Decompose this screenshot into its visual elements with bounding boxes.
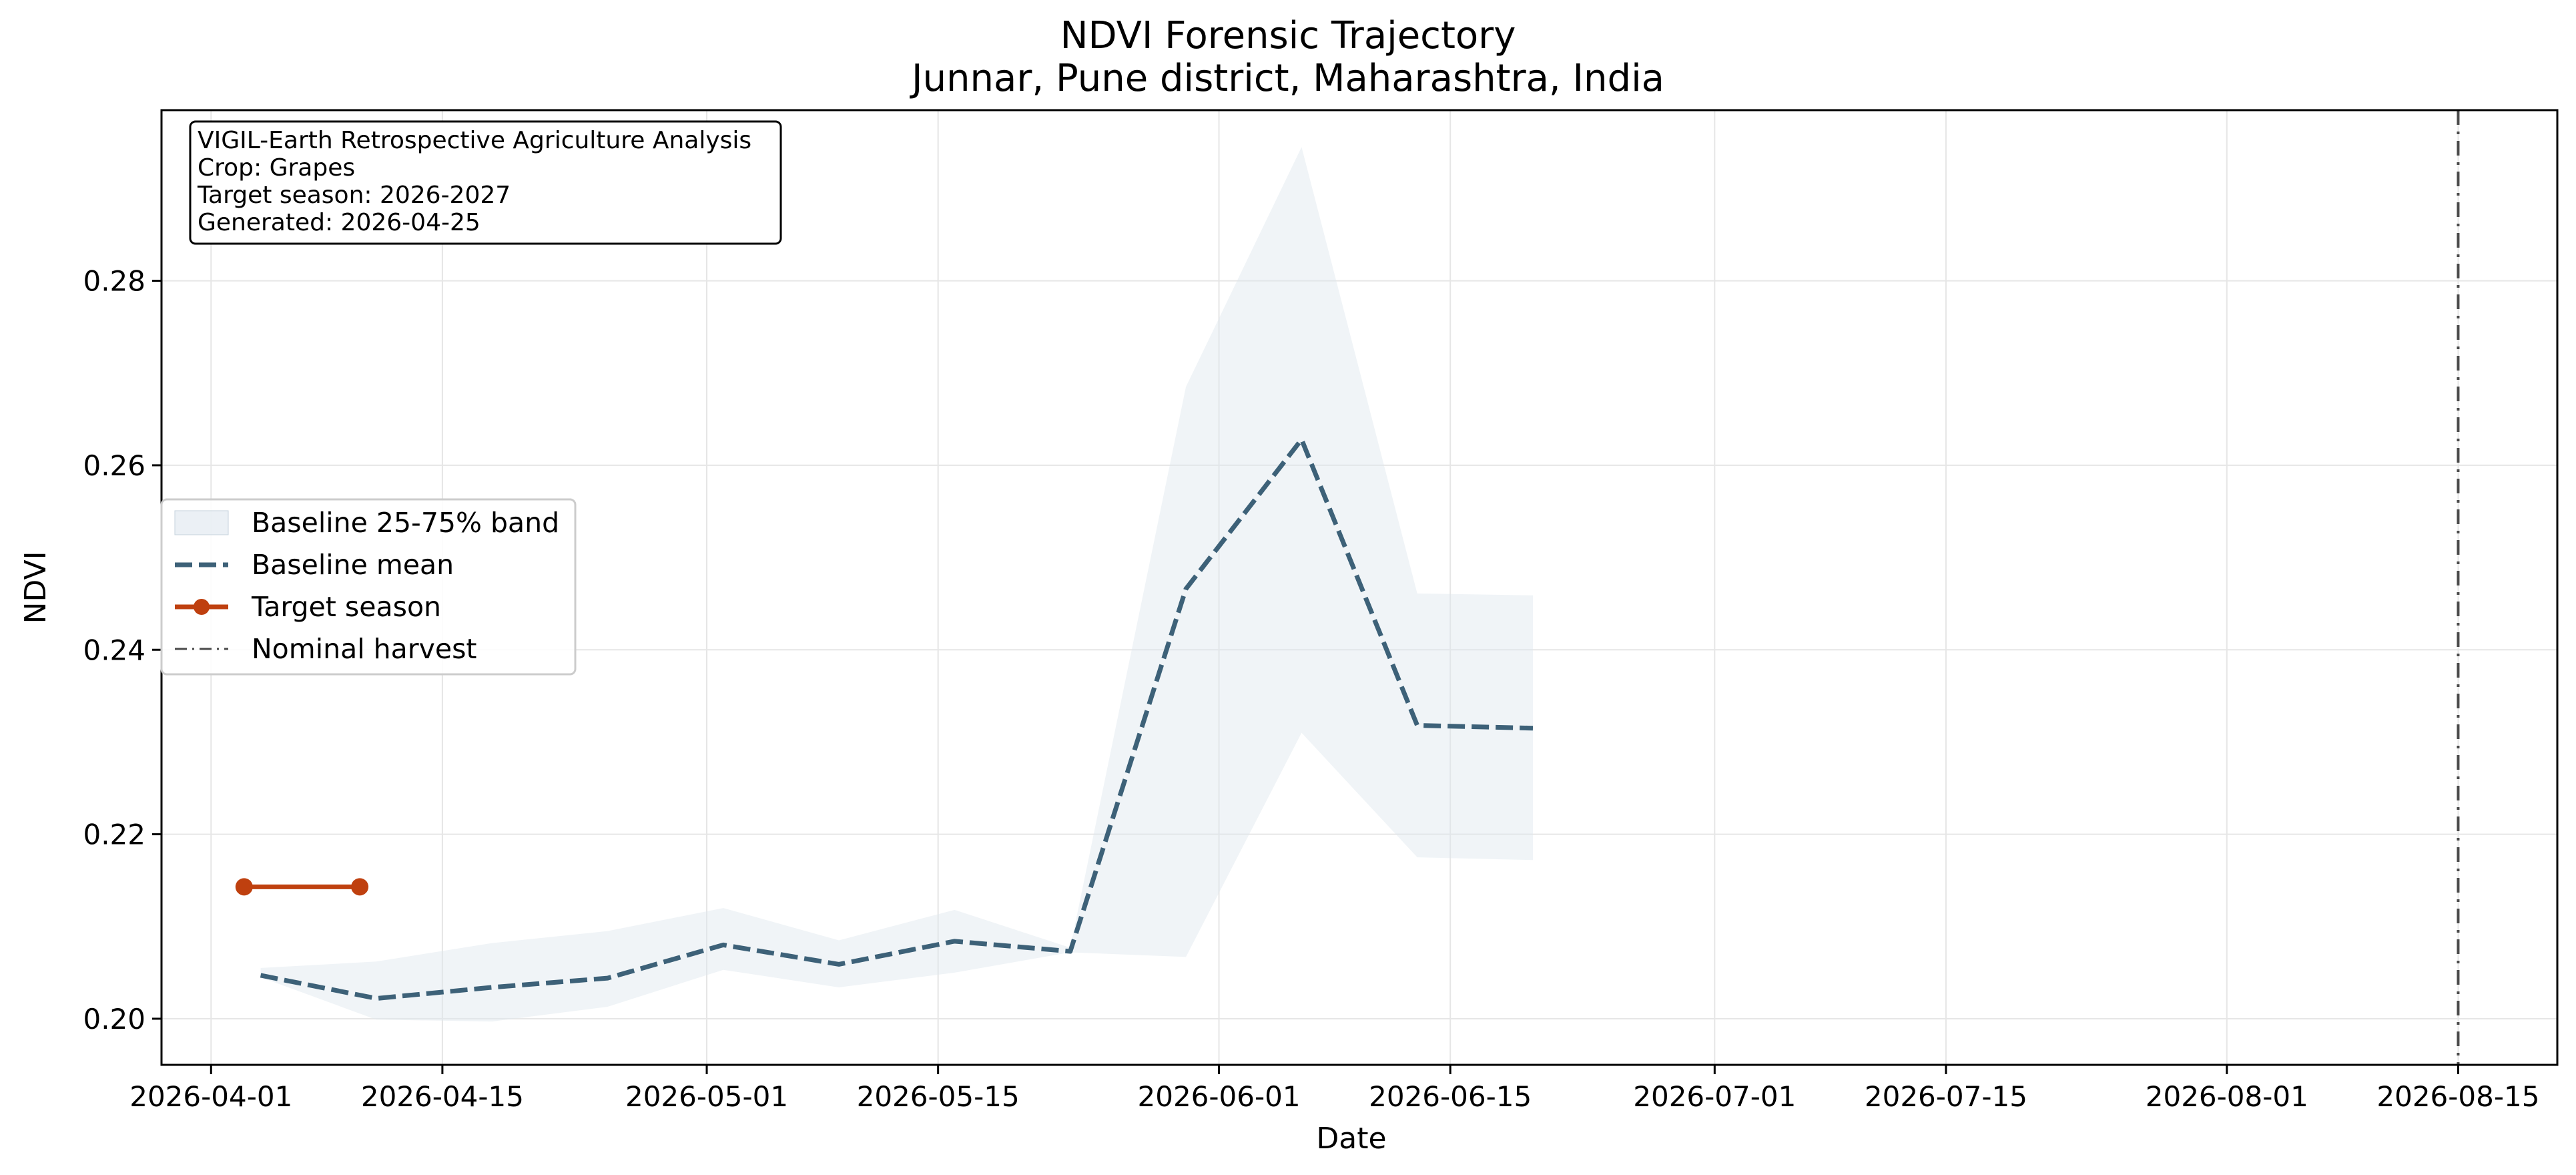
y-tick-label: 0.20 xyxy=(83,1003,145,1035)
y-tick-label: 0.28 xyxy=(83,265,145,298)
x-tick-label: 2026-06-01 xyxy=(1138,1080,1301,1113)
legend-label-harvest: Nominal harvest xyxy=(252,633,477,665)
legend-frame xyxy=(160,498,577,676)
x-tick-label: 2026-05-15 xyxy=(857,1080,1020,1113)
band-layer xyxy=(260,147,1533,1022)
legend-label-target-season: Target season xyxy=(251,591,441,623)
x-tick-label: 2026-07-15 xyxy=(1865,1080,2027,1113)
x-tick-label: 2026-08-15 xyxy=(2376,1080,2539,1113)
series-layer xyxy=(235,437,1534,1001)
info-line: Crop: Grapes xyxy=(198,154,355,182)
chart-title: NDVI Forensic Trajectory xyxy=(1060,14,1516,57)
info-line: Generated: 2026-04-25 xyxy=(198,209,480,236)
chart-subtitle: Junnar, Pune district, Maharashtra, Indi… xyxy=(910,57,1664,100)
grid-lines xyxy=(162,110,2557,1065)
legend-swatch-band xyxy=(174,510,229,535)
target-season-point xyxy=(235,878,253,896)
info-line: VIGIL-Earth Retrospective Agriculture An… xyxy=(198,127,751,154)
x-tick-label: 2026-04-15 xyxy=(361,1080,524,1113)
y-tick-label: 0.26 xyxy=(83,449,145,482)
info-box-frame xyxy=(189,120,782,245)
legend: Baseline 25-75% band Baseline mean Targe… xyxy=(160,498,577,676)
info-line: Target season: 2026-2027 xyxy=(197,182,511,209)
baseline-mean-line xyxy=(260,437,1534,1001)
x-tick-label: 2026-07-01 xyxy=(1633,1080,1796,1113)
y-axis-label: NDVI xyxy=(19,551,53,624)
x-tick-label: 2026-05-01 xyxy=(625,1080,788,1113)
legend-label-band: Baseline 25-75% band xyxy=(252,507,559,539)
info-box: VIGIL-Earth Retrospective Agriculture An… xyxy=(189,120,782,245)
target-season-point xyxy=(351,878,369,896)
y-tick-label: 0.22 xyxy=(83,818,145,851)
x-tick-label: 2026-08-01 xyxy=(2146,1080,2308,1113)
x-axis-label: Date xyxy=(1316,1122,1386,1156)
baseline-band-area xyxy=(260,147,1533,1022)
legend-marker-target-season xyxy=(194,599,210,615)
legend-label-baseline-mean: Baseline mean xyxy=(252,549,454,581)
x-tick-label: 2026-06-15 xyxy=(1369,1080,1532,1113)
x-tick-label: 2026-04-01 xyxy=(129,1080,292,1113)
x-axis-ticks: 2026-04-01 2026-04-15 2026-05-01 2026-05-15… xyxy=(129,1065,2539,1113)
y-tick-label: 0.24 xyxy=(83,634,145,666)
y-axis-ticks: 0.20 0.22 0.24 0.26 0.28 xyxy=(83,265,162,1035)
